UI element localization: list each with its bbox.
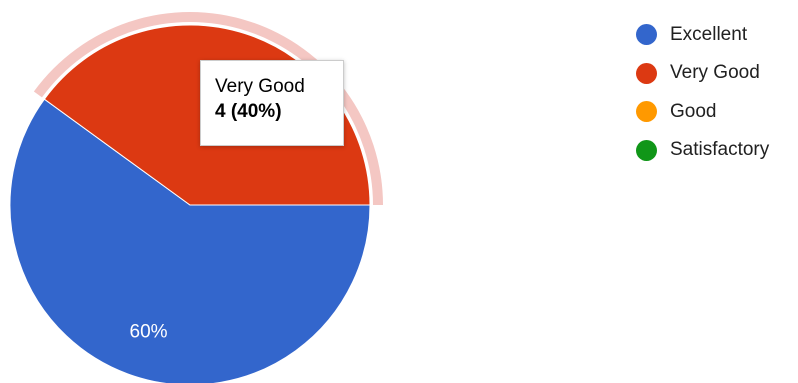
pie-slice-excellent[interactable] [9, 98, 371, 383]
legend-item-excellent[interactable]: Excellent [636, 24, 769, 45]
legend-swatch-satisfactory [636, 139, 657, 161]
legend-swatch-good [636, 101, 657, 122]
legend-swatch-very-good [636, 62, 657, 84]
legend-label-excellent: Excellent [670, 23, 748, 45]
legend-swatch-excellent [636, 24, 657, 45]
slice-label-excellent: 60% [130, 322, 168, 343]
legend-label-satisfactory: Satisfactory [670, 139, 770, 160]
legend-item-very-good[interactable]: Very Good [636, 62, 769, 84]
chart-legend: Excellent Very Good Good Satisfactory [636, 24, 769, 178]
slice-tooltip: Very Good 4 (40%) [200, 60, 344, 146]
legend-label-very-good: Very Good [670, 62, 760, 83]
legend-item-satisfactory[interactable]: Satisfactory [636, 139, 770, 161]
tooltip-value: 4 (40%) [215, 101, 282, 122]
legend-label-good: Good [670, 100, 717, 122]
tooltip-title: Very Good [215, 76, 305, 97]
legend-item-good[interactable]: Good [636, 101, 769, 122]
